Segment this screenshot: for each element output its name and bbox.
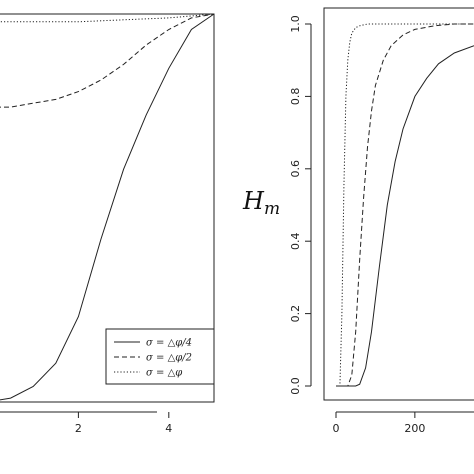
right-series-line-1 — [336, 23, 474, 387]
left-panel: 2 4 σ = △φ/4 σ = △φ/2 σ = △φ — [0, 13, 215, 435]
left-x-tick-label: 4 — [165, 422, 172, 435]
right-y-tick-label: 0.8 — [289, 88, 302, 106]
left-series-line-3 — [0, 13, 215, 23]
right-y-tick-label: 0.6 — [289, 160, 302, 178]
y-axis-label: Hm — [242, 187, 280, 219]
right-x-tick-label: 200 — [404, 422, 425, 435]
right-panel: 0.0 0.2 0.4 0.6 0.8 1.0 0 200 — [289, 7, 474, 435]
legend-label: σ = △φ/2 — [146, 353, 192, 364]
right-series-line-3 — [336, 45, 474, 387]
left-plot-frame — [0, 13, 215, 403]
legend-label: σ = △φ — [146, 368, 182, 379]
right-x-tick-label: 0 — [333, 422, 340, 435]
right-y-tick-label: 0.0 — [289, 377, 302, 395]
right-y-tick-label: 0.4 — [289, 232, 302, 250]
left-series-line-2 — [0, 13, 215, 108]
right-series-line-2 — [336, 23, 474, 387]
legend-label: σ = △φ/4 — [146, 338, 192, 349]
right-y-tick-label: 1.0 — [289, 15, 302, 33]
right-y-tick-label: 0.2 — [289, 305, 302, 323]
right-plot-frame — [323, 7, 474, 401]
left-x-tick-label: 2 — [75, 422, 82, 435]
left-series-line-1 — [0, 13, 215, 401]
